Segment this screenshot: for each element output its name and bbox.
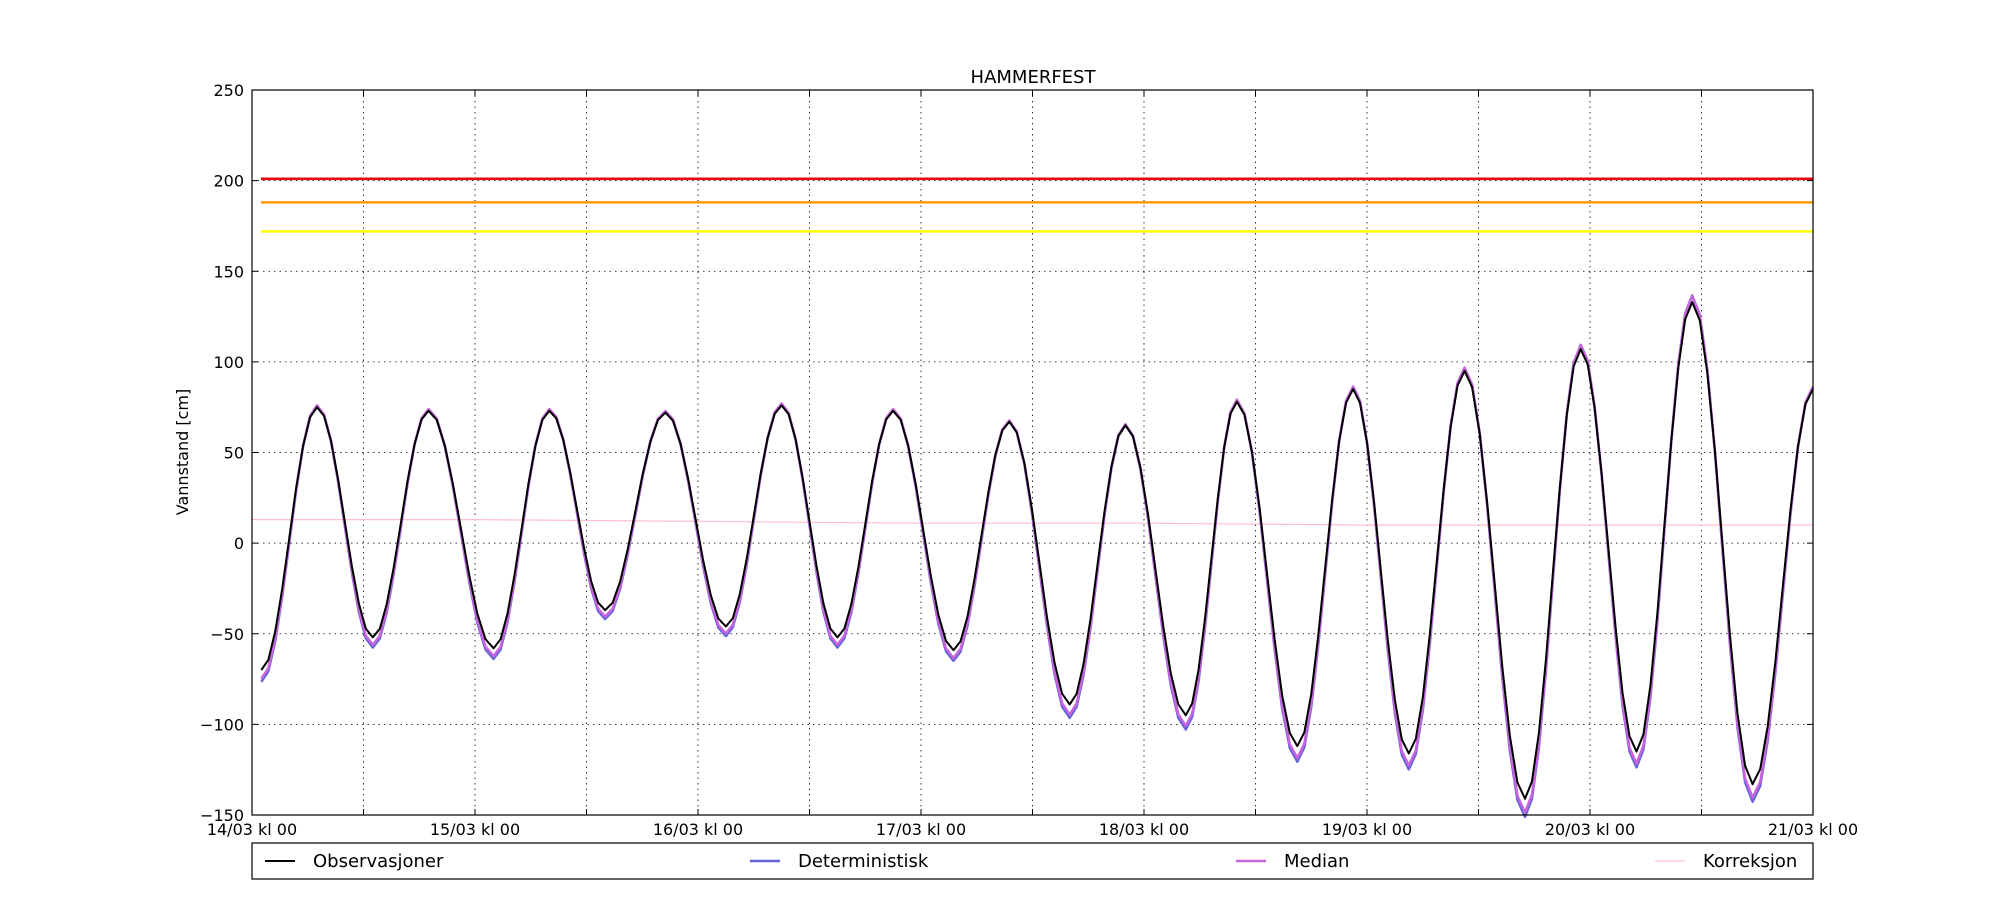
y-tick-label: 150 [213,262,244,281]
y-tick-label: −100 [200,715,244,734]
legend-label: Median [1284,851,1349,872]
legend-label: Deterministisk [798,851,929,872]
x-tick-label: 17/03 kl 00 [876,820,966,839]
series-lines [252,294,1815,819]
grid [252,90,1813,815]
x-tick-label: 14/03 kl 00 [207,820,297,839]
y-tick-label: 200 [213,172,244,191]
x-tick-label: 20/03 kl 00 [1545,820,1635,839]
x-tick-label: 19/03 kl 00 [1322,820,1412,839]
y-tick-label: 100 [213,353,244,372]
series-line-observasjoner [260,301,1814,800]
y-tick-label: 250 [213,81,244,100]
x-tick-label: 16/03 kl 00 [653,820,743,839]
series-line-median [260,294,1815,814]
y-tick-label: −150 [200,806,244,825]
legend-label: Observasjoner [313,851,444,872]
y-tick-label: 50 [224,444,244,463]
threshold-lines [261,177,1813,233]
x-tick-label: 18/03 kl 00 [1099,820,1189,839]
y-tick-label: −50 [210,625,244,644]
legend-label: Korreksjon [1703,851,1797,872]
legend-frame [251,842,1814,880]
y-tick-label: 0 [234,534,244,553]
chart-title: HAMMERFEST [971,67,1097,88]
legend: Observasjoner Deterministisk Median Korreks… [251,842,1814,880]
y-axis-label: Vannstand [cm] [173,389,192,515]
x-tick-label: 15/03 kl 00 [430,820,520,839]
x-tick-label: 21/03 kl 00 [1768,820,1858,839]
